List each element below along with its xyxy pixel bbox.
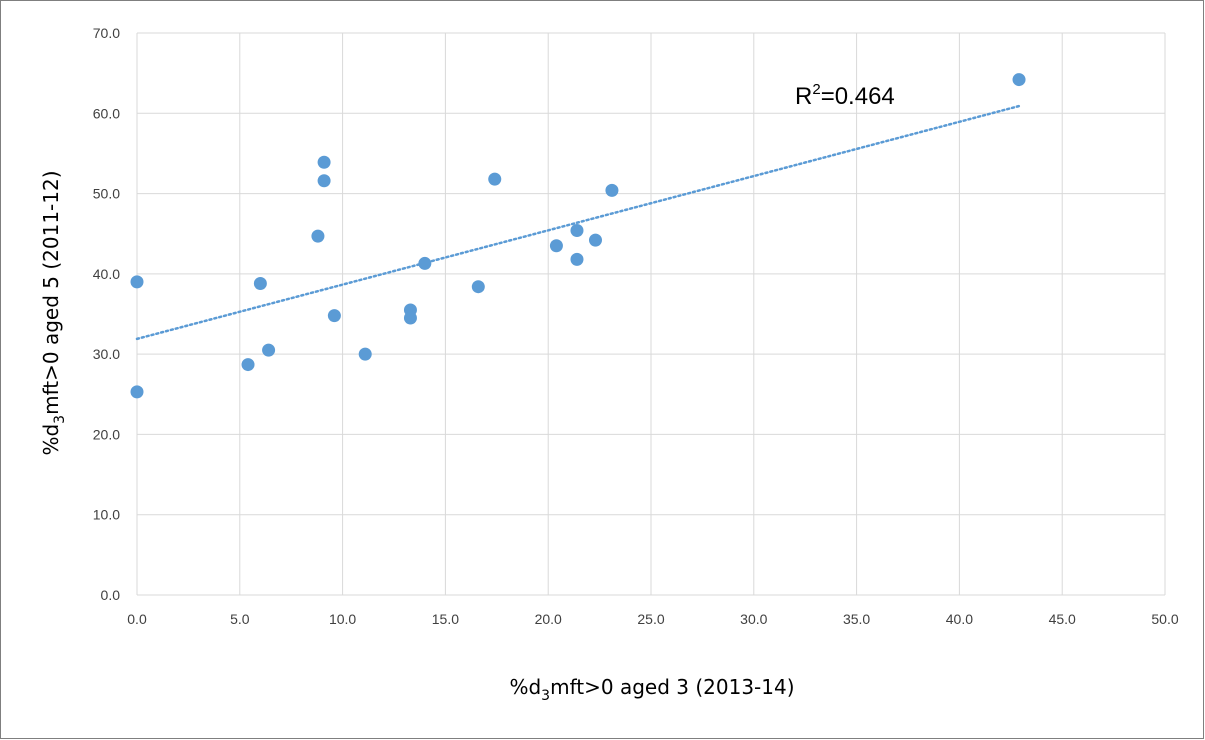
data-point (471, 280, 485, 294)
data-point (570, 252, 584, 266)
r-squared-base: R (795, 83, 812, 110)
data-point (317, 155, 331, 169)
r-squared-value: =0.464 (821, 83, 895, 110)
y-axis-title-sub: 3 (52, 415, 68, 424)
data-point (130, 275, 144, 289)
data-point (253, 276, 267, 290)
r-squared-sup: 2 (812, 81, 820, 98)
y-tick-label: 70.0 (93, 25, 120, 41)
data-point (317, 174, 331, 188)
trendline (135, 104, 1021, 341)
y-tick-label: 20.0 (93, 426, 120, 442)
data-point (262, 343, 276, 357)
data-point (570, 224, 584, 238)
x-axis-title-sub: 3 (541, 688, 550, 704)
data-point (327, 309, 341, 323)
x-tick-label: 30.0 (740, 611, 767, 627)
x-axis-title-after: mft>0 aged 3 (2013-14) (550, 675, 794, 699)
y-tick-label: 50.0 (93, 186, 120, 202)
data-point (403, 311, 417, 325)
y-axis-title-before: %d (39, 424, 63, 456)
data-point (588, 233, 602, 247)
y-axis-title-after: mft>0 aged 5 (2011-12) (39, 170, 63, 414)
data-point (1012, 73, 1026, 87)
x-tick-label: 35.0 (843, 611, 870, 627)
x-axis-title-before: %d (509, 675, 541, 699)
y-tick-label: 10.0 (93, 507, 120, 523)
data-points (130, 73, 1026, 399)
gridlines (136, 32, 1166, 596)
data-point (241, 358, 255, 372)
x-tick-label: 10.0 (329, 611, 356, 627)
x-tick-label: 20.0 (535, 611, 562, 627)
y-tick-label: 0.0 (101, 587, 121, 603)
x-tick-label: 25.0 (637, 611, 664, 627)
y-tick-labels: 0.0 10.0 20.0 30.0 40.0 50.0 60.0 70.0 (93, 25, 120, 603)
y-tick-label: 40.0 (93, 266, 120, 282)
x-tick-label: 5.0 (230, 611, 250, 627)
data-point (130, 385, 144, 399)
data-point (311, 229, 325, 243)
y-tick-label: 60.0 (93, 105, 120, 121)
x-tick-label: 15.0 (432, 611, 459, 627)
x-tick-label: 0.0 (127, 611, 147, 627)
data-point (605, 183, 619, 197)
data-point (488, 172, 502, 186)
x-tick-label: 40.0 (946, 611, 973, 627)
x-tick-label: 45.0 (1049, 611, 1076, 627)
r-squared-annotation: R2=0.464 (795, 81, 895, 110)
data-point (358, 347, 372, 361)
y-axis-title: %d3mft>0 aged 5 (2011-12) (39, 170, 68, 455)
y-tick-label: 30.0 (93, 346, 120, 362)
data-point (549, 239, 563, 253)
x-tick-labels: 0.0 5.0 10.0 15.0 20.0 25.0 30.0 35.0 40.0 45.0 50… (127, 611, 1179, 627)
x-axis-title: %d3mft>0 aged 3 (2013-14) (509, 675, 794, 704)
data-point (418, 256, 432, 270)
x-tick-label: 50.0 (1151, 611, 1178, 627)
